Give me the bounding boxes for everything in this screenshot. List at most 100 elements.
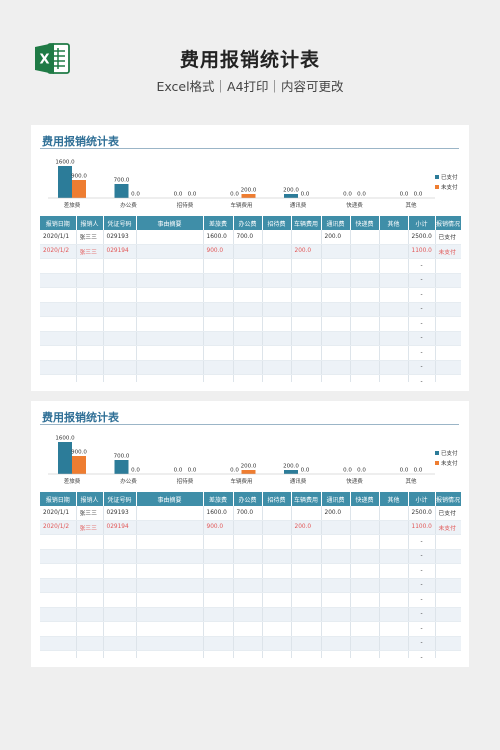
table-cell[interactable] <box>40 563 77 579</box>
table-cell[interactable]: - <box>408 331 436 346</box>
table-cell[interactable]: 1600.0 <box>203 506 234 521</box>
table-cell[interactable]: 2500.0 <box>408 230 436 245</box>
table-cell[interactable] <box>262 506 292 521</box>
table-cell[interactable] <box>379 331 409 346</box>
table-cell[interactable] <box>262 650 292 658</box>
table-cell[interactable]: - <box>408 578 436 593</box>
table-cell[interactable] <box>321 650 351 658</box>
table-cell[interactable] <box>262 331 292 346</box>
table-cell[interactable] <box>379 506 409 521</box>
table-cell[interactable] <box>350 520 380 535</box>
table-cell[interactable]: - <box>408 534 436 550</box>
table-cell[interactable]: 029194 <box>103 520 137 535</box>
table-cell[interactable] <box>321 258 351 274</box>
table-cell[interactable]: - <box>408 563 436 579</box>
table-cell[interactable] <box>103 549 137 564</box>
table-cell[interactable] <box>435 607 461 622</box>
table-cell[interactable] <box>321 302 351 317</box>
table-cell[interactable] <box>233 607 263 622</box>
table-cell[interactable] <box>76 636 104 651</box>
table-cell[interactable] <box>291 563 322 579</box>
table-cell[interactable] <box>40 621 77 637</box>
table-cell[interactable] <box>262 549 292 564</box>
table-cell[interactable] <box>379 258 409 274</box>
table-cell[interactable] <box>136 563 204 579</box>
table-cell[interactable] <box>350 345 380 361</box>
table-cell[interactable] <box>40 592 77 608</box>
table-cell[interactable] <box>262 316 292 332</box>
table-cell[interactable] <box>233 621 263 637</box>
table-cell[interactable] <box>76 273 104 288</box>
table-cell[interactable] <box>233 578 263 593</box>
table-cell[interactable] <box>262 230 292 245</box>
table-cell[interactable] <box>291 345 322 361</box>
table-cell[interactable] <box>40 578 77 593</box>
table-cell[interactable] <box>136 360 204 375</box>
table-cell[interactable] <box>76 563 104 579</box>
table-cell[interactable] <box>291 230 322 245</box>
table-cell[interactable] <box>233 592 263 608</box>
table-cell[interactable] <box>233 273 263 288</box>
table-cell[interactable] <box>40 273 77 288</box>
table-cell[interactable] <box>291 360 322 375</box>
table-cell[interactable] <box>435 549 461 564</box>
table-cell[interactable] <box>350 592 380 608</box>
table-cell[interactable] <box>262 621 292 637</box>
table-cell[interactable] <box>136 316 204 332</box>
table-cell[interactable] <box>203 360 234 375</box>
table-cell[interactable] <box>379 345 409 361</box>
table-cell[interactable]: - <box>408 650 436 658</box>
table-cell[interactable] <box>321 549 351 564</box>
table-cell[interactable] <box>76 592 104 608</box>
table-cell[interactable] <box>379 230 409 245</box>
table-cell[interactable]: 张三三 <box>76 506 104 521</box>
table-cell[interactable] <box>379 636 409 651</box>
table-cell[interactable] <box>203 549 234 564</box>
table-cell[interactable] <box>136 621 204 637</box>
table-cell[interactable] <box>136 592 204 608</box>
table-cell[interactable] <box>233 650 263 658</box>
table-cell[interactable] <box>103 345 137 361</box>
table-cell[interactable]: - <box>408 345 436 361</box>
table-cell[interactable] <box>350 636 380 651</box>
table-cell[interactable] <box>321 563 351 579</box>
table-cell[interactable] <box>233 534 263 550</box>
table-cell[interactable] <box>203 636 234 651</box>
table-cell[interactable] <box>321 592 351 608</box>
table-cell[interactable] <box>262 607 292 622</box>
table-cell[interactable] <box>76 331 104 346</box>
table-cell[interactable] <box>321 520 351 535</box>
table-cell[interactable] <box>435 345 461 361</box>
table-cell[interactable] <box>350 316 380 332</box>
table-cell[interactable]: 2020/1/2 <box>40 244 77 259</box>
table-cell[interactable] <box>321 374 351 382</box>
table-cell[interactable] <box>262 360 292 375</box>
table-cell[interactable] <box>291 549 322 564</box>
table-cell[interactable]: 1100.0 <box>408 244 436 259</box>
table-cell[interactable] <box>291 650 322 658</box>
table-cell[interactable]: 200.0 <box>321 506 351 521</box>
table-cell[interactable] <box>233 302 263 317</box>
table-cell[interactable] <box>435 578 461 593</box>
table-cell[interactable]: 2020/1/1 <box>40 506 77 521</box>
table-cell[interactable] <box>321 287 351 303</box>
table-cell[interactable] <box>291 592 322 608</box>
table-cell[interactable] <box>40 549 77 564</box>
table-cell[interactable] <box>136 230 204 245</box>
table-cell[interactable]: - <box>408 636 436 651</box>
table-cell[interactable]: 2020/1/1 <box>40 230 77 245</box>
table-cell[interactable] <box>379 244 409 259</box>
table-cell[interactable] <box>350 287 380 303</box>
table-cell[interactable] <box>40 331 77 346</box>
table-cell[interactable] <box>379 563 409 579</box>
table-cell[interactable] <box>291 607 322 622</box>
table-cell[interactable] <box>136 302 204 317</box>
table-cell[interactable] <box>291 506 322 521</box>
table-cell[interactable] <box>435 592 461 608</box>
table-cell[interactable] <box>76 316 104 332</box>
table-cell[interactable] <box>40 534 77 550</box>
table-cell[interactable] <box>379 549 409 564</box>
table-cell[interactable] <box>203 287 234 303</box>
table-cell[interactable] <box>203 374 234 382</box>
table-cell[interactable] <box>321 331 351 346</box>
